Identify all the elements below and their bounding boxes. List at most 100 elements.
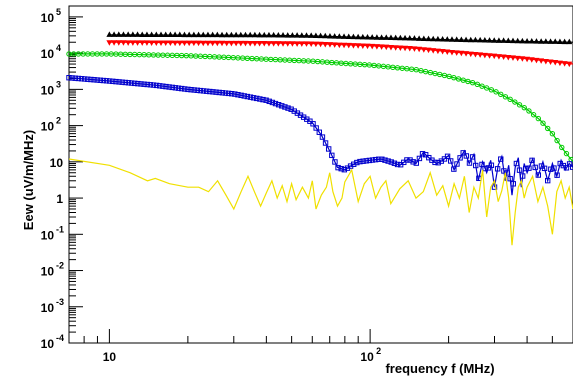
series-marker <box>382 157 388 163</box>
series-marker <box>209 40 216 47</box>
series-marker <box>228 31 235 38</box>
series-marker <box>472 52 479 58</box>
series-marker <box>143 40 150 46</box>
axis-ticks <box>68 5 573 344</box>
series-marker <box>216 89 222 96</box>
series-marker <box>538 58 545 64</box>
series-marker <box>233 40 240 47</box>
series-marker <box>385 158 391 164</box>
series-marker <box>528 57 535 63</box>
series-marker <box>110 78 116 85</box>
series-marker <box>166 84 172 90</box>
series-marker <box>554 172 560 178</box>
y-tick-label: 10 <box>41 47 55 61</box>
series-2 <box>66 51 573 163</box>
series-marker <box>261 31 268 38</box>
series-line <box>68 158 573 246</box>
series-marker <box>200 88 207 94</box>
series-marker <box>204 40 211 47</box>
series-marker <box>186 31 193 38</box>
series-marker <box>542 38 549 44</box>
series-marker <box>182 86 188 92</box>
series-marker <box>172 40 179 47</box>
series-marker <box>460 150 466 156</box>
plot-series <box>66 31 573 246</box>
series-marker <box>463 153 470 159</box>
series-marker <box>120 31 127 37</box>
series-marker <box>551 165 557 171</box>
series-marker <box>219 31 226 38</box>
series-marker <box>336 33 343 39</box>
series-marker <box>444 153 451 160</box>
series-marker <box>411 46 418 52</box>
series-marker <box>341 167 348 173</box>
series-marker <box>294 41 301 47</box>
series-marker <box>372 156 379 163</box>
series-marker <box>266 98 272 105</box>
series-marker <box>360 158 366 164</box>
series-marker <box>106 78 113 84</box>
series-marker <box>491 53 498 60</box>
series-marker <box>269 99 276 106</box>
series-marker <box>453 50 460 56</box>
series-marker <box>510 181 516 187</box>
series-marker <box>100 77 107 84</box>
series-marker <box>451 166 457 172</box>
series-marker <box>257 96 263 102</box>
series-marker <box>483 85 490 91</box>
series-marker <box>331 33 338 39</box>
series-marker <box>261 41 268 47</box>
series-marker <box>214 40 221 47</box>
series-marker <box>172 85 179 91</box>
series-marker <box>378 44 385 50</box>
series-marker <box>439 36 446 42</box>
x-tick-exponent: 2 <box>376 346 381 356</box>
series-marker <box>341 42 348 49</box>
series-marker <box>519 37 526 44</box>
series-marker <box>467 36 474 43</box>
series-marker <box>78 76 85 82</box>
series-marker <box>158 40 165 46</box>
series-marker <box>541 165 548 172</box>
series-marker <box>524 56 531 63</box>
series-marker <box>336 42 343 49</box>
series-marker <box>383 44 390 51</box>
series-marker <box>387 44 394 51</box>
series-marker <box>444 36 451 42</box>
series-marker <box>477 52 484 58</box>
series-marker <box>322 32 329 39</box>
series-marker <box>369 34 376 40</box>
series-1 <box>106 40 573 68</box>
series-marker <box>548 166 554 172</box>
series-marker <box>369 157 376 163</box>
y-tick-label: 1 <box>56 192 63 206</box>
series-marker <box>160 83 166 89</box>
series-marker <box>559 144 565 151</box>
series-marker <box>163 83 169 90</box>
series-marker <box>66 74 72 81</box>
series-marker <box>354 159 360 166</box>
series-marker <box>322 140 329 146</box>
series-marker <box>413 160 419 166</box>
series-marker <box>265 31 272 38</box>
y-tick-label: 10 <box>41 265 55 279</box>
y-tick-exponent: 5 <box>56 7 61 17</box>
series-marker <box>157 83 163 89</box>
series-marker <box>419 151 426 157</box>
y-tick-label: 10 <box>50 156 64 170</box>
series-marker <box>129 40 136 46</box>
series-marker <box>521 104 527 111</box>
series-marker <box>190 31 197 38</box>
series-marker <box>119 79 125 85</box>
series-marker <box>533 57 540 64</box>
series-marker <box>235 92 241 98</box>
series-marker <box>122 79 129 86</box>
series-marker <box>254 95 260 102</box>
y-tick-exponent: -4 <box>56 333 64 343</box>
series-marker <box>275 41 282 47</box>
series-marker <box>542 58 549 65</box>
series-marker <box>132 80 138 87</box>
series-marker <box>524 37 531 44</box>
y-tick-exponent: -1 <box>56 224 64 234</box>
